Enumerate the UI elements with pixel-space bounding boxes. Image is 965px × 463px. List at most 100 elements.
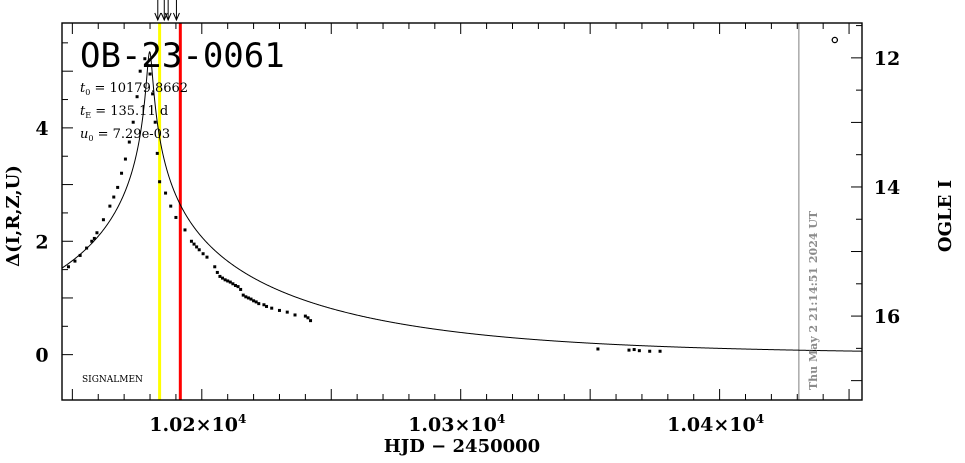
arrow-head [164, 12, 172, 22]
chart-title: OB-23-0061 [80, 36, 285, 76]
data-point [120, 171, 124, 175]
y-tick-label: 0 [35, 345, 48, 367]
plot-area [62, 23, 862, 400]
data-point [123, 157, 127, 161]
data-point [90, 239, 94, 243]
data-point [226, 279, 230, 283]
data-point [169, 204, 173, 208]
data-point [285, 310, 289, 314]
data-point [92, 236, 96, 240]
data-point [303, 314, 307, 318]
data-point [155, 151, 159, 155]
data-point [138, 69, 142, 73]
param-u0-sub: 0 [88, 134, 93, 143]
x-tick-label-base: 1.04×10 [667, 414, 756, 436]
data-point [95, 231, 99, 235]
data-point [632, 348, 636, 352]
data-point [143, 57, 147, 61]
data-point [101, 218, 105, 222]
y2-axis-label: OGLE I [935, 180, 956, 252]
data-point [85, 246, 89, 250]
data-point [135, 95, 139, 99]
data-point [228, 280, 232, 284]
param-tE: tE = 135.11 d [80, 104, 168, 120]
data-point [148, 72, 152, 76]
x-axis-ticks: 1.02×104 1.03×104 1.04×104 [71, 23, 850, 436]
data-point [306, 316, 310, 320]
y2-tick-label: 16 [874, 306, 900, 328]
y2-tick-label: 12 [874, 48, 900, 70]
param-t0-value: = 10179.8662 [90, 81, 188, 96]
data-point [241, 293, 245, 297]
data-point [215, 270, 219, 274]
data-point [596, 347, 600, 351]
epoch-arrows [154, 0, 180, 22]
data-point [648, 349, 652, 353]
data-point [637, 349, 641, 353]
data-point [158, 180, 162, 184]
marker-lines [158, 23, 800, 400]
param-tE-value: = 135.11 d [91, 104, 168, 119]
y-axis-ticks: 0 2 4 [35, 42, 73, 367]
data-point [112, 195, 116, 199]
data-point [236, 285, 240, 289]
data-point [293, 313, 297, 317]
data-point [151, 92, 155, 96]
arrow-head [172, 12, 180, 22]
x-tick-label: 1.04×104 [667, 412, 764, 436]
data-point [116, 185, 120, 189]
data-point [78, 253, 82, 257]
open-data-point [831, 36, 839, 44]
x-tick-label-base: 1.02×10 [149, 414, 238, 436]
x-tick-label-base: 1.03×10 [408, 414, 497, 436]
timestamp-label: Thu May 2 21:14:51 2024 UT [807, 210, 820, 390]
data-point [205, 255, 209, 259]
data-point [249, 297, 253, 301]
data-point [254, 300, 258, 304]
data-point [658, 349, 662, 353]
x-axis-label: HJD − 2450000 [384, 436, 540, 457]
data-point [223, 278, 227, 282]
signature-label: SIGNALMEN [82, 375, 143, 385]
y2-tick-label: 14 [874, 177, 900, 199]
data-point [189, 239, 193, 243]
data-point [246, 296, 250, 300]
x-tick-label-exp: 4 [756, 412, 764, 426]
param-u0-sym: u [80, 127, 88, 142]
x-tick-label: 1.03×104 [408, 412, 505, 436]
data-point [252, 299, 256, 303]
data-point [201, 252, 205, 256]
data-point [192, 242, 196, 246]
param-u0-value: = 7.29e-03 [93, 127, 170, 142]
data-point [153, 120, 157, 124]
y2-axis-label-text: OGLE I [935, 180, 956, 252]
data-point [262, 303, 266, 307]
data-point [265, 304, 269, 308]
data-point [627, 348, 631, 352]
data-point [239, 287, 243, 291]
model-curve [61, 51, 862, 352]
data-point [195, 245, 199, 249]
param-tE-sub: E [85, 111, 91, 120]
data-point [174, 215, 178, 219]
arrow-head [154, 12, 162, 22]
data-point [197, 248, 201, 252]
param-t0: t0 = 10179.8662 [80, 81, 188, 97]
x-tick-label-exp: 4 [497, 412, 505, 426]
x-tick-label-exp: 4 [238, 412, 246, 426]
data-point [73, 259, 77, 263]
data-point [221, 276, 225, 280]
data-point [127, 140, 131, 144]
data-point [108, 204, 112, 208]
data-point [218, 274, 222, 278]
data-points [66, 36, 839, 353]
y2-axis-ticks: 12 14 16 [851, 25, 900, 382]
data-point [183, 228, 187, 232]
param-u0: u0 = 7.29e-03 [80, 127, 170, 143]
param-t0-sub: 0 [85, 88, 90, 97]
y-tick-label: 4 [35, 118, 48, 140]
data-point [277, 308, 281, 312]
y-axis-label: Δ(I,R,Z,U) [3, 165, 24, 267]
plot-frame [61, 22, 863, 401]
